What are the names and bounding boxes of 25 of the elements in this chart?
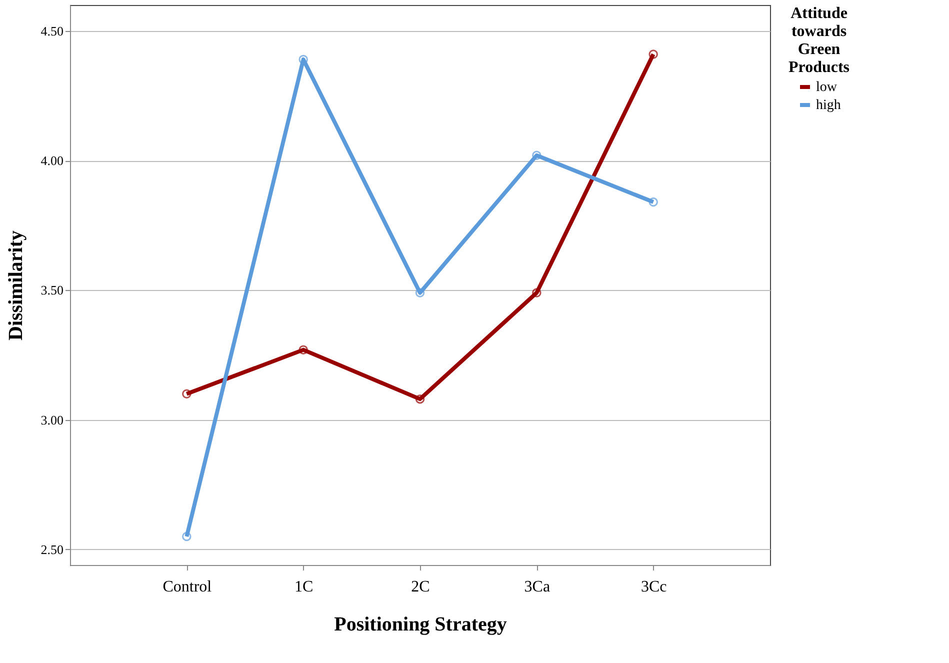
y-tick-label: 3.00 (40, 412, 64, 428)
x-tick-label: Control (162, 578, 212, 596)
point (648, 197, 658, 207)
x-axis-title: Positioning Strategy (334, 614, 507, 636)
x-tick-label: 3Ca (524, 578, 550, 596)
legend-label: low (816, 80, 838, 95)
point (532, 288, 542, 298)
y-tick-label: 4.00 (40, 153, 64, 168)
legend-title: Attitude towards Green Products (788, 5, 850, 76)
point (298, 345, 308, 354)
legend-label: high (816, 98, 841, 113)
y-tick-label: 3.50 (40, 282, 64, 298)
x-tick-label: 1C (294, 578, 314, 596)
y-tick-label: 2.50 (40, 542, 64, 557)
point (532, 150, 542, 160)
x-tick-label: 2C (411, 578, 430, 596)
point (415, 288, 425, 298)
x-tick-label: 3Cc (640, 578, 667, 596)
point (648, 50, 658, 59)
point (182, 389, 192, 399)
point (298, 54, 308, 64)
y-axis-title: Dissimilarity (4, 230, 27, 340)
y-tick-label: 4.50 (40, 23, 64, 38)
point (415, 394, 425, 404)
point (182, 532, 192, 542)
